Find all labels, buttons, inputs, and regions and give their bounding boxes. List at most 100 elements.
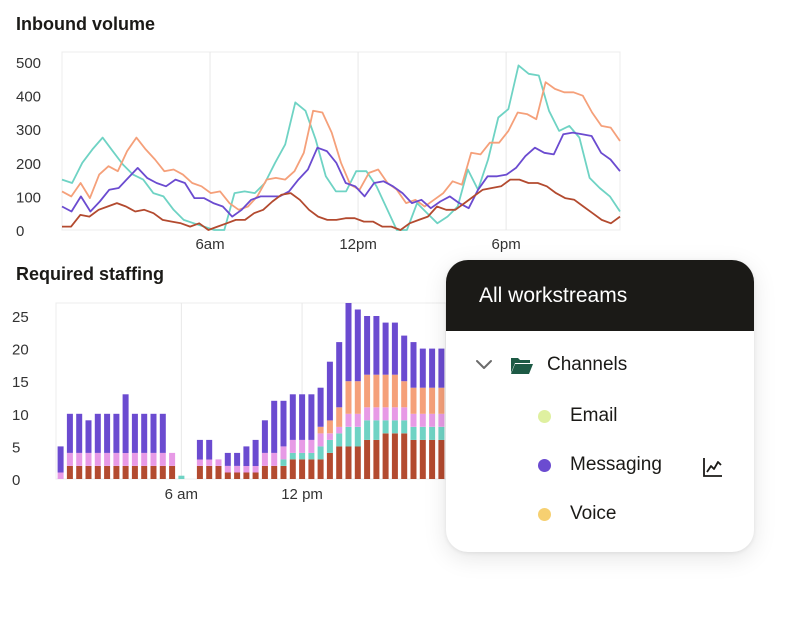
- channel-item-messaging[interactable]: Messaging: [538, 454, 662, 476]
- bar-segment-s0-32: [354, 446, 361, 479]
- bar-segment-s0-21: [252, 472, 259, 479]
- bar-segment-s2-18: [224, 466, 231, 473]
- bar-segment-s4-20: [243, 446, 250, 466]
- bar-segment-s1-41: [438, 426, 445, 440]
- bar-segment-s2-24: [280, 446, 287, 460]
- trend-chart-icon[interactable]: [702, 456, 724, 478]
- y-tick-label: 100: [16, 189, 41, 206]
- bar-segment-s1-29: [326, 439, 333, 453]
- bar-segment-s4-23: [271, 400, 278, 453]
- bar-segment-s4-11: [159, 413, 166, 453]
- bar-segment-s0-35: [382, 433, 389, 479]
- bar-segment-s3-41: [438, 387, 445, 414]
- bar-segment-s3-37: [401, 381, 408, 408]
- bar-segment-s2-37: [401, 407, 408, 421]
- bar-segment-s4-8: [131, 413, 138, 453]
- bar-segment-s2-38: [410, 413, 417, 427]
- bar-segment-s2-32: [354, 413, 361, 427]
- x-tick-label: 6 am: [165, 486, 198, 503]
- x-tick-label: 12 pm: [281, 486, 323, 503]
- bar-segment-s2-31: [345, 413, 352, 427]
- bar-segment-s1-38: [410, 426, 417, 440]
- bar-segment-s1-13: [178, 475, 185, 479]
- bar-segment-s4-37: [401, 335, 408, 382]
- bar-segment-s2-23: [271, 452, 278, 466]
- bar-segment-s0-39: [419, 439, 426, 479]
- bar-segment-s4-24: [280, 400, 287, 447]
- bar-segment-s4-41: [438, 348, 445, 388]
- email-dot: [538, 409, 551, 423]
- bar-segment-s3-38: [410, 387, 417, 414]
- bar-segment-s2-4: [94, 452, 101, 466]
- bar-segment-s2-9: [141, 452, 148, 466]
- chevron-down-icon[interactable]: [474, 355, 494, 375]
- bar-segment-s4-21: [252, 439, 259, 466]
- bar-segment-s0-34: [373, 439, 380, 479]
- y-tick-label: 25: [12, 309, 29, 326]
- bar-segment-s1-34: [373, 420, 380, 440]
- bar-segment-s4-31: [345, 303, 352, 382]
- bar-segment-s3-31: [345, 381, 352, 414]
- bar-segment-s0-33: [364, 439, 371, 479]
- bar-segment-s2-22: [261, 452, 268, 466]
- bar-segment-s3-33: [364, 374, 371, 408]
- bar-segment-s1-33: [364, 420, 371, 440]
- y-tick-label: 500: [16, 55, 41, 72]
- bar-segment-s4-27: [308, 394, 315, 440]
- bar-segment-s2-3: [85, 452, 92, 466]
- series-line-3: [62, 178, 621, 231]
- bar-segment-s2-35: [382, 407, 389, 421]
- bar-segment-s4-0: [57, 446, 64, 473]
- bar-segment-s4-9: [141, 413, 148, 453]
- bar-segment-s4-28: [317, 387, 324, 427]
- bar-segment-s4-3: [85, 420, 92, 453]
- bar-segment-s0-10: [150, 466, 157, 479]
- bar-segment-s0-3: [85, 466, 92, 479]
- bar-segment-s4-40: [429, 348, 436, 388]
- y-tick-label: 400: [16, 89, 41, 106]
- bar-segment-s0-11: [159, 466, 166, 479]
- y-tick-label: 5: [12, 439, 20, 456]
- channel-item-voice[interactable]: Voice: [538, 503, 616, 525]
- channel-item-email[interactable]: Email: [538, 405, 618, 427]
- bar-segment-s2-11: [159, 452, 166, 466]
- bar-segment-s4-7: [122, 394, 129, 453]
- bar-segment-s2-7: [122, 452, 129, 466]
- bar-segment-s2-16: [206, 459, 213, 466]
- bar-segment-s4-1: [66, 413, 73, 453]
- bar-segment-s2-20: [243, 466, 250, 473]
- bar-segment-s0-17: [215, 466, 222, 479]
- y-tick-label: 20: [12, 342, 29, 359]
- bar-segment-s4-38: [410, 342, 417, 388]
- inbound-volume-chart: 0 100 200 300 400 500 6am 12pm 6pm: [16, 51, 621, 253]
- bar-segment-s2-30: [336, 426, 343, 434]
- bar-segment-s2-17: [215, 459, 222, 466]
- bar-segment-s3-29: [326, 420, 333, 434]
- bar-segment-s0-27: [308, 459, 315, 479]
- bar-segment-s1-27: [308, 452, 315, 460]
- bar-segment-s4-6: [113, 413, 120, 453]
- bar-segment-s0-40: [429, 439, 436, 479]
- bar-segment-s2-41: [438, 413, 445, 427]
- bar-segment-s2-1: [66, 452, 73, 466]
- bar-segment-s4-34: [373, 316, 380, 375]
- x-tick-label: 12pm: [339, 236, 377, 253]
- panel-title: All workstreams: [479, 283, 628, 307]
- channels-group[interactable]: Channels: [474, 354, 627, 376]
- y-tick-label: 10: [12, 407, 29, 424]
- bar-segment-s0-31: [345, 446, 352, 479]
- bar-segment-s4-19: [234, 452, 241, 466]
- bar-segment-s0-28: [317, 459, 324, 479]
- bar-segment-s3-40: [429, 387, 436, 414]
- bar-segment-s0-25: [289, 459, 296, 479]
- bar-segment-s4-18: [224, 452, 231, 466]
- bar-segment-s1-35: [382, 420, 389, 434]
- bar-segment-s4-30: [336, 342, 343, 408]
- bar-segment-s0-36: [391, 433, 398, 479]
- bar-segment-s3-35: [382, 374, 389, 408]
- bar-segment-s2-10: [150, 452, 157, 466]
- bar-segment-s2-5: [104, 452, 111, 466]
- bar-segment-s2-36: [391, 407, 398, 421]
- bar-segment-s2-2: [76, 452, 83, 466]
